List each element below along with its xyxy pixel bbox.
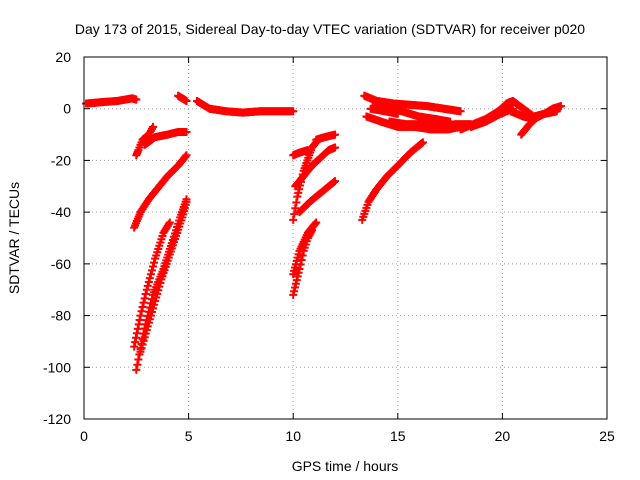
data-point (311, 139, 320, 148)
satellite-track (192, 96, 298, 117)
x-tick-label: 0 (80, 428, 88, 444)
data-point (141, 290, 150, 299)
data-point (149, 122, 158, 131)
data-point (182, 127, 191, 136)
data-point (296, 260, 305, 269)
satellite-track (366, 104, 402, 118)
data-point (295, 265, 304, 274)
data-point (290, 210, 299, 219)
x-tick-label: 15 (390, 428, 406, 444)
y-tick-label: 0 (63, 101, 71, 117)
data-point (556, 102, 565, 111)
y-tick-label: -100 (43, 359, 71, 375)
data-point (165, 218, 174, 227)
satellite-track (140, 127, 191, 149)
data-point (393, 109, 402, 118)
data-point (134, 355, 143, 364)
data-point (331, 143, 340, 152)
data-point (150, 258, 159, 267)
data-point (136, 311, 145, 320)
data-point (552, 107, 561, 116)
y-tick-label: 20 (55, 49, 71, 65)
data-point (140, 294, 149, 303)
data-point (533, 112, 542, 121)
satellite-track (289, 226, 317, 299)
data-point (139, 298, 148, 307)
data-point (297, 255, 306, 264)
data-point (142, 285, 151, 294)
satellite-track (82, 94, 141, 108)
data-point (331, 177, 340, 186)
data-point (147, 266, 156, 275)
ticks-layer: 0 5 10 15 20 25 20 0 -20 -40 -60 -80 -100 -120 (43, 49, 615, 444)
data-point (138, 302, 147, 311)
satellite-track (517, 112, 542, 139)
data-point (291, 204, 300, 213)
x-axis-title: GPS time / hours (292, 458, 399, 474)
satellite-track (130, 151, 191, 232)
data-point (132, 365, 141, 374)
satellite-track (130, 218, 174, 351)
x-tick-label: 25 (599, 428, 615, 444)
y-tick-label: -80 (51, 308, 71, 324)
satellite-track (312, 130, 340, 144)
satellite-track (291, 143, 340, 191)
x-tick-label: 5 (185, 428, 193, 444)
data-point (308, 226, 317, 235)
y-tick-label: -60 (51, 256, 71, 272)
chart-title: Day 173 of 2015, Sidereal Day-to-day VTE… (75, 21, 585, 37)
data-point (418, 138, 427, 147)
data-point (182, 197, 191, 206)
data-tracks (82, 91, 565, 374)
satellite-track (368, 96, 455, 126)
y-axis-title: SDTVAR / TECUs (6, 182, 22, 294)
data-point (182, 96, 191, 105)
data-point (312, 218, 321, 227)
data-point (182, 151, 191, 160)
data-point (289, 215, 298, 224)
satellite-track (136, 197, 191, 356)
data-point (145, 274, 154, 283)
y-tick-label: -40 (51, 204, 71, 220)
satellite-track (467, 104, 517, 131)
y-tick-label: -20 (51, 152, 71, 168)
data-point (132, 95, 141, 104)
data-point (143, 281, 152, 290)
data-point (298, 251, 307, 260)
data-point (137, 307, 146, 316)
x-tick-label: 10 (285, 428, 301, 444)
data-point (289, 107, 298, 116)
data-point (331, 130, 340, 139)
x-tick-label: 20 (495, 428, 511, 444)
data-point (456, 107, 465, 116)
satellite-track (132, 122, 158, 160)
data-point (149, 262, 158, 271)
data-point (144, 277, 153, 286)
satellite-track (295, 177, 340, 217)
y-tick-label: -120 (43, 411, 71, 427)
satellite-track (174, 91, 191, 105)
data-point (292, 198, 301, 207)
data-point (146, 270, 155, 279)
plot-frame (83, 56, 608, 420)
data-point (133, 360, 142, 369)
satellite-track (358, 138, 427, 224)
